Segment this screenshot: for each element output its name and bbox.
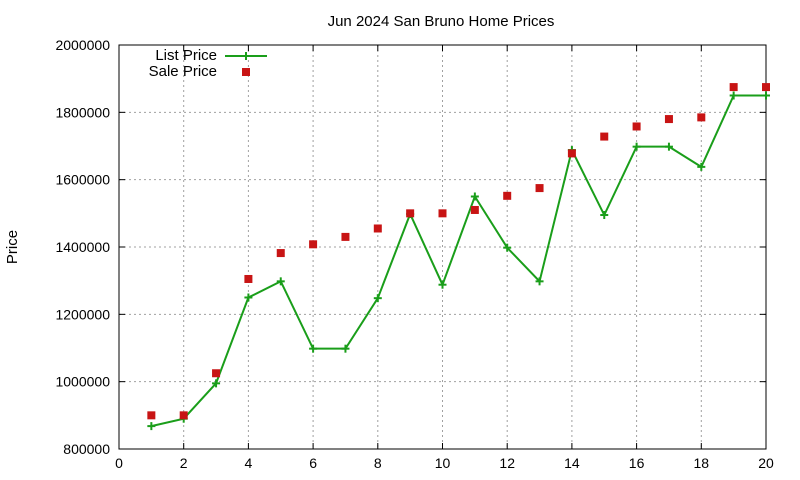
- data-point-sale-price: [179, 411, 188, 420]
- grid: [119, 45, 766, 449]
- x-tick-label: 4: [245, 455, 253, 471]
- data-point-list-price: [729, 91, 738, 100]
- data-point-list-price: [244, 293, 253, 302]
- y-axis-label: Price: [4, 230, 21, 264]
- data-point-sale-price: [147, 411, 156, 420]
- data-point-sale-price: [567, 149, 576, 158]
- data-point-sale-price: [406, 209, 415, 218]
- data-point-sale-price: [212, 369, 221, 378]
- axis-ticks: [118, 44, 767, 450]
- y-tick-label: 1000000: [55, 374, 110, 390]
- data-point-sale-price: [600, 132, 609, 141]
- x-tick-label: 14: [564, 455, 580, 471]
- y-tick-label: 2000000: [55, 37, 110, 53]
- data-point-sale-price: [535, 184, 544, 193]
- y-tick-label: 1200000: [55, 306, 110, 322]
- x-tick-label: 0: [115, 455, 123, 471]
- data-point-list-price: [632, 142, 641, 151]
- data-point-list-price: [535, 277, 544, 286]
- data-point-list-price: [276, 277, 285, 286]
- legend-label-list-price: List Price: [155, 47, 217, 64]
- data-point-sale-price: [373, 224, 382, 233]
- data-point-list-price: [503, 243, 512, 252]
- data-point-sale-price: [438, 209, 447, 218]
- x-tick-label: 18: [694, 455, 710, 471]
- data-point-sale-price: [244, 274, 253, 283]
- x-tick-label: 8: [374, 455, 382, 471]
- x-tick-label: 2: [180, 455, 188, 471]
- data-point-list-price: [309, 344, 318, 353]
- data-point-sale-price: [341, 232, 350, 241]
- data-point-sale-price: [503, 191, 512, 200]
- data-point-list-price: [438, 280, 447, 289]
- series-line-list-price: [151, 94, 766, 428]
- legend-label-sale-price: Sale Price: [149, 63, 217, 80]
- y-tick-label: 800000: [63, 441, 110, 457]
- data-point-list-price: [147, 422, 156, 431]
- y-tick-label: 1600000: [55, 172, 110, 188]
- data-point-sale-price: [664, 115, 673, 124]
- x-tick-label: 12: [499, 455, 515, 471]
- y-tick-label: 1800000: [55, 104, 110, 120]
- data-point-list-price: [762, 91, 770, 100]
- legend-marker-list-price: [242, 52, 250, 60]
- plot-frame: [118, 44, 767, 450]
- data-point-list-price: [341, 344, 350, 353]
- x-tick-label: 6: [309, 455, 317, 471]
- data-point-sale-price: [276, 249, 285, 258]
- data-point-sale-price: [632, 122, 641, 131]
- data-point-sale-price: [729, 83, 738, 92]
- x-tick-label: 10: [435, 455, 451, 471]
- data-point-sale-price: [470, 205, 479, 214]
- chart-title: Jun 2024 San Bruno Home Prices: [328, 13, 555, 30]
- data-point-sale-price: [697, 113, 706, 122]
- legend-swatch-sale-price: [242, 68, 250, 76]
- y-tick-label: 1400000: [55, 239, 110, 255]
- series-layer: [147, 83, 770, 431]
- data-point-list-price: [697, 162, 706, 171]
- data-point-sale-price: [309, 240, 318, 249]
- data-point-list-price: [373, 294, 382, 303]
- x-tick-label: 16: [629, 455, 645, 471]
- x-tick-label: 20: [758, 455, 774, 471]
- legend: List Price Sale Price: [149, 47, 267, 80]
- data-point-list-price: [470, 192, 479, 201]
- data-point-list-price: [212, 379, 221, 388]
- data-point-list-price: [600, 211, 609, 220]
- data-point-sale-price: [762, 83, 770, 92]
- data-point-list-price: [664, 142, 673, 151]
- tick-labels: 0 2 4 6 8 10 12 14 16 18 20 800000 1000000 1200000 140…: [55, 37, 774, 471]
